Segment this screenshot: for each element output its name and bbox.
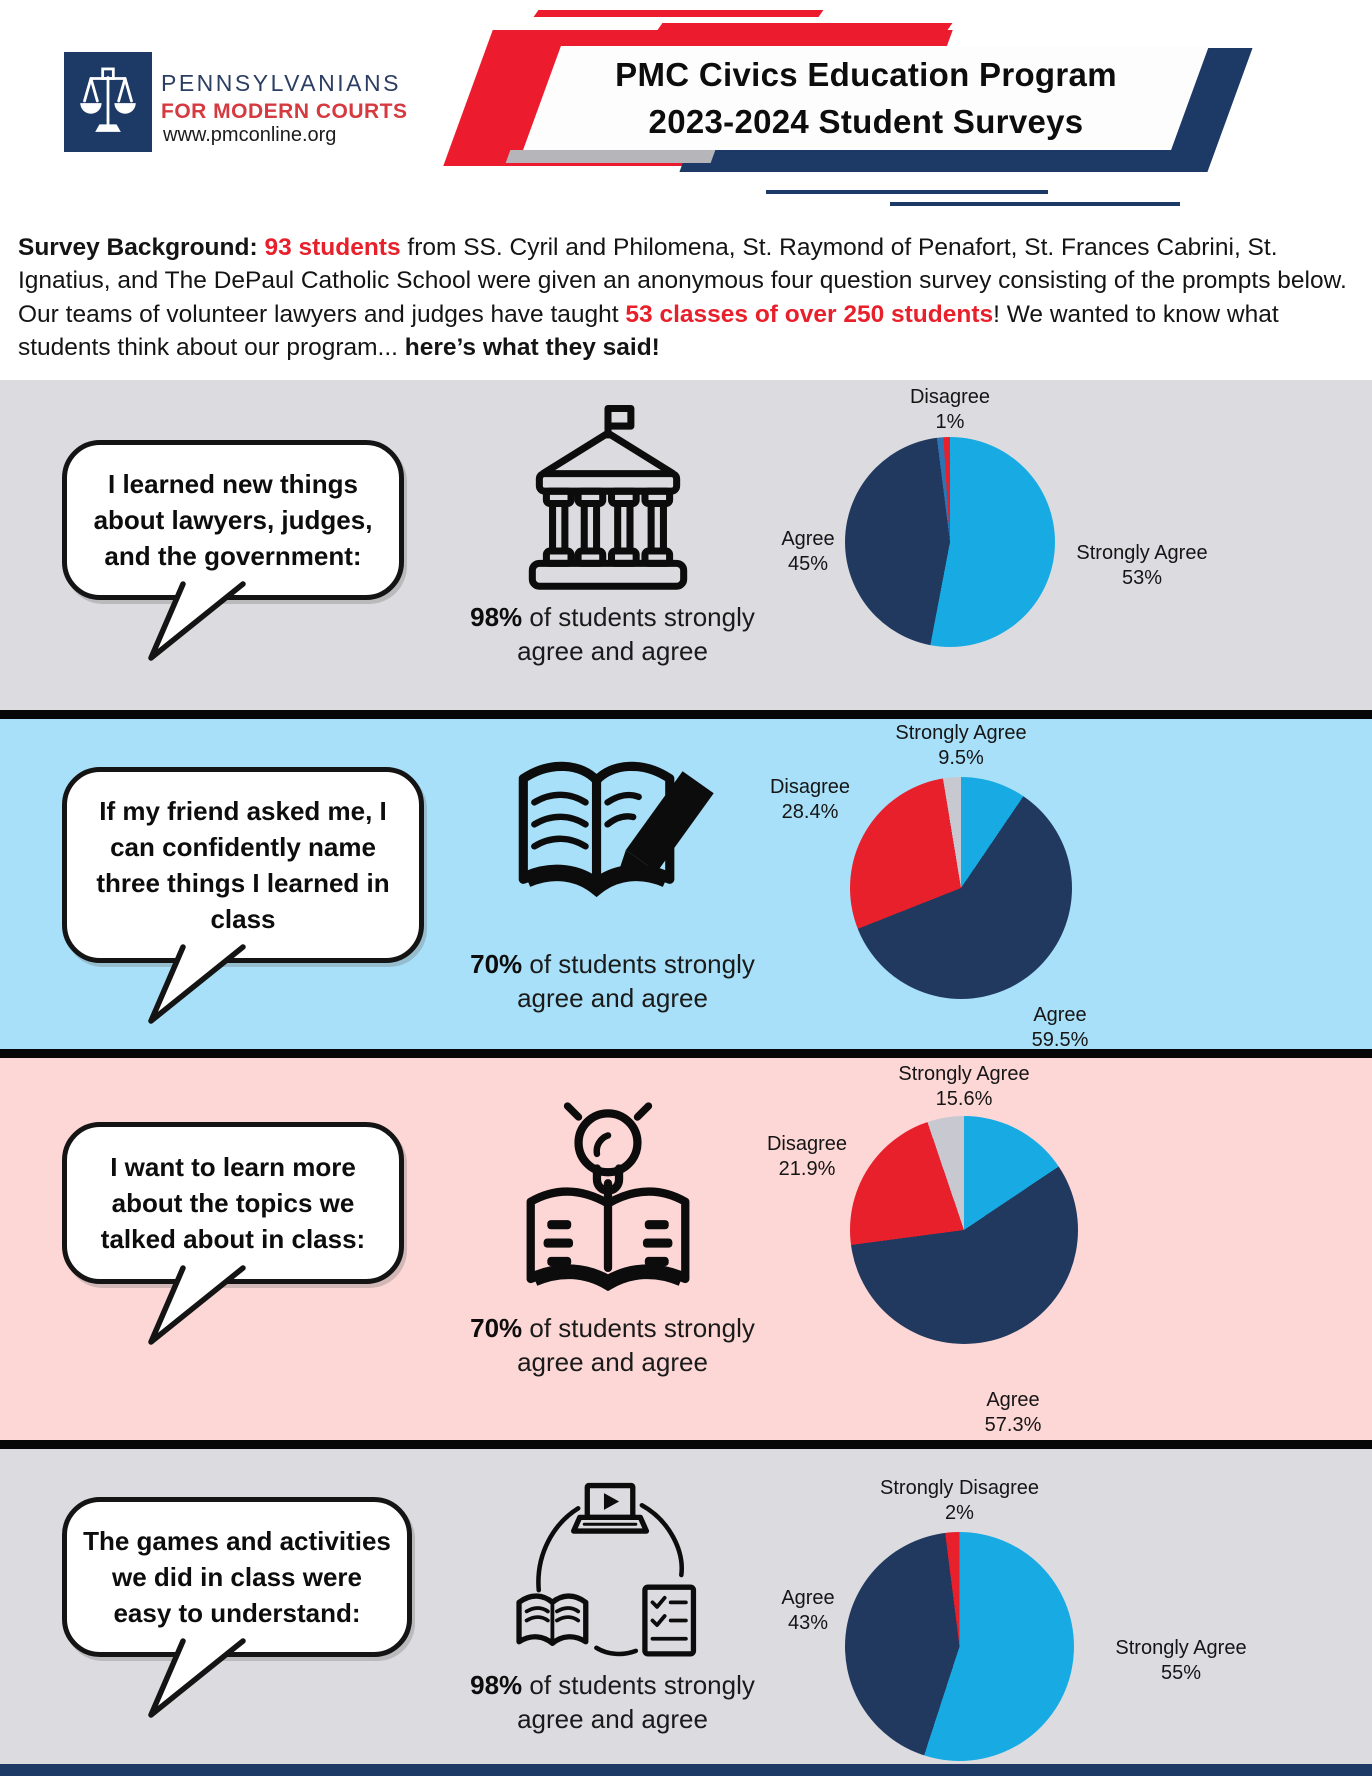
section-divider (0, 1440, 1372, 1449)
pie-label-agree: Agree 57.3% (984, 1389, 1042, 1436)
pie-label-agree: Agree 43% (781, 1587, 835, 1634)
pie-label-strongly-agree: Strongly Agree 15.6% (898, 1063, 1030, 1110)
pie-label-strongly-agree: Strongly Agree 9.5% (895, 722, 1027, 769)
speech-bubble-tail (148, 1638, 246, 1718)
banner-accent-bar (657, 23, 953, 30)
pie-label-disagree: Disagree 21.9% (766, 1133, 848, 1180)
question-bubble: The games and activities we did in class… (62, 1497, 412, 1657)
pie-label-disagree: Disagree 1% (909, 386, 991, 433)
pie-label-agree: Agree 59.5% (1031, 1004, 1089, 1051)
question-bubble: I learned new things about lawyers, judg… (62, 440, 404, 600)
survey-section-learned-new-things: I learned new things about lawyers, judg… (0, 380, 1372, 710)
pie-1-slices (845, 437, 1055, 647)
laptop-book-checklist-icon (486, 1481, 728, 1663)
org-website: www.pmconline.org (163, 124, 337, 146)
survey-section-games-activities: The games and activities we did in class… (0, 1449, 1372, 1764)
stat-value: 70% (470, 949, 523, 979)
pie-label-strongly-agree: Strongly Agree 55% (1115, 1637, 1247, 1684)
question-bubble: I want to learn more about the topics we… (62, 1122, 404, 1284)
pie-label-agree: Agree 45% (781, 528, 835, 575)
pie-2-slices (850, 777, 1072, 999)
book-and-pencil-icon (505, 744, 743, 934)
stat-text: of students strongly agree and agree (517, 602, 755, 666)
pie-label-disagree: Disagree 28.4% (769, 776, 851, 823)
banner-underline (766, 190, 1048, 194)
stat-text: of students strongly agree and agree (517, 1313, 755, 1377)
pie-chart-3: Strongly Agree 15.6% Disagree 21.9% Agre… (767, 1063, 1078, 1436)
pie-label-strongly-agree: Strongly Agree 53% (1076, 542, 1208, 589)
speech-bubble-tail (148, 581, 246, 661)
banner-title-line1: PMC Civics Education Program (615, 56, 1117, 93)
stat-text: of students strongly agree and agree (517, 949, 755, 1013)
pie-chart-4: Strongly Disagree 2% Agree 43% Strongly … (781, 1477, 1247, 1761)
stat-summary: 70% of students strongly agree and agree (415, 947, 810, 1015)
pie-chart-1: Disagree 1% Agree 45% Strongly Agree 53% (781, 386, 1208, 647)
courthouse-icon (520, 402, 696, 598)
banner-title-box: PMC Civics Education Program 2023-2024 S… (523, 46, 1209, 150)
stat-summary: 70% of students strongly agree and agree (415, 1311, 810, 1379)
pie-4-slices (845, 1532, 1074, 1761)
stat-summary: 98% of students strongly agree and agree (415, 1668, 810, 1736)
speech-bubble-tail (148, 944, 246, 1024)
section-divider (0, 710, 1372, 719)
org-name-line1: PENNSYLVANIANS (161, 70, 401, 96)
org-name-line2: FOR MODERN COURTS (161, 100, 408, 123)
book-lightbulb-icon (516, 1086, 700, 1310)
survey-background-paragraph: Survey Background: 93 students from SS. … (18, 233, 1347, 362)
scales-of-justice-icon (80, 67, 136, 132)
stat-text: of students strongly agree and agree (517, 1670, 755, 1734)
pie-chart-2: Strongly Agree 9.5% Disagree 28.4% Agree… (770, 722, 1088, 1051)
section-divider (0, 1049, 1372, 1058)
question-bubble: If my friend asked me, I can confidently… (62, 767, 424, 963)
banner-accent-bar (533, 10, 824, 17)
stat-value: 98% (470, 1670, 523, 1700)
stat-summary: 98% of students strongly agree and agree (415, 600, 810, 668)
survey-section-name-three-things: If my friend asked me, I can confidently… (0, 719, 1372, 1051)
speech-bubble-tail (148, 1265, 246, 1345)
logo-text: PENNSYLVANIANS FOR MODERN COURTS www.pmc… (161, 70, 408, 146)
survey-section-learn-more: I want to learn more about the topics we… (0, 1058, 1372, 1440)
banner-title-line2: 2023-2024 Student Surveys (648, 103, 1084, 140)
banner-underline (890, 202, 1180, 206)
pmc-logo (64, 52, 152, 152)
bottom-navy-strip (0, 1764, 1372, 1776)
stat-value: 70% (470, 1313, 523, 1343)
pie-3-slices (850, 1116, 1078, 1344)
stat-value: 98% (470, 602, 523, 632)
banner-gray-shadow (505, 150, 716, 163)
pie-label-strongly-disagree: Strongly Disagree 2% (880, 1477, 1039, 1524)
banner-title: PMC Civics Education Program 2023-2024 S… (542, 51, 1190, 145)
